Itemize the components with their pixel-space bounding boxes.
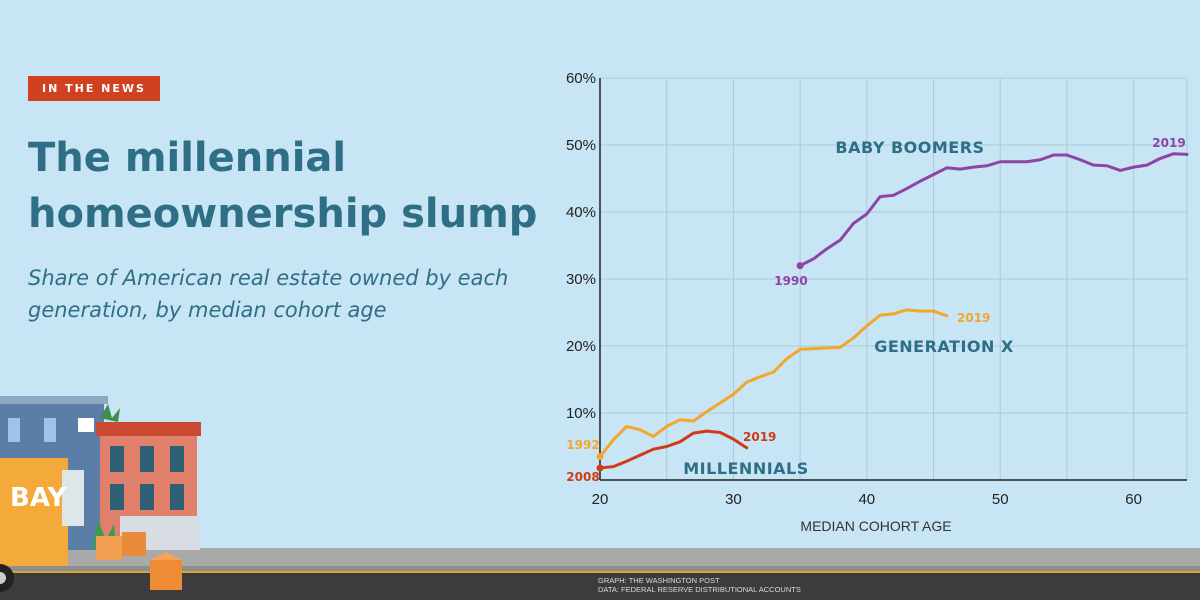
graph-credit: GRAPH: THE WASHINGTON POST [598, 576, 720, 585]
credits: GRAPH: THE WASHINGTON POST DATA: FEDERAL… [598, 576, 801, 594]
y-tick-label: 20% [566, 338, 596, 355]
chart-subtitle: Share of American real estate owned by e… [28, 266, 509, 322]
millennials-start-point [596, 464, 604, 472]
x-tick-label: 50 [992, 491, 1009, 508]
moving-box [96, 536, 122, 560]
millennials-start-label: 2008 [566, 470, 599, 484]
in-the-news-badge: IN THE NEWS [28, 76, 160, 101]
generation_x-end-label: 2019 [957, 311, 990, 325]
baby_boomers-name-label: BABY BOOMERS [835, 138, 984, 157]
x-tick-label: 20 [592, 491, 609, 508]
y-tick-label: 60% [566, 70, 596, 87]
y-tick-label: 40% [566, 204, 596, 221]
page-title: The millennial homeownership slump [28, 135, 538, 237]
millennials-line [598, 429, 749, 470]
millennials-end-label: 2019 [743, 430, 776, 444]
y-tick-label: 30% [566, 271, 596, 288]
moving-box-large [150, 560, 182, 590]
truck-sign: BAY [10, 483, 67, 513]
x-tick-label: 40 [858, 491, 875, 508]
x-axis-label: MEDIAN COHORT AGE [800, 518, 951, 534]
generation_x-start-point [596, 453, 604, 461]
x-tick-label: 30 [725, 491, 742, 508]
road [0, 571, 1200, 600]
generation_x-line [598, 308, 949, 459]
millennials-name-label: MILLENNIALS [683, 459, 809, 478]
plant-icon [100, 404, 120, 422]
generation_x-name-label: GENERATION X [874, 337, 1014, 356]
baby_boomers-end-label: 2019 [1152, 136, 1185, 150]
y-tick-label: 50% [566, 137, 596, 154]
baby_boomers-start-point [796, 262, 804, 270]
moving-truck [0, 458, 68, 566]
truck-wheel [0, 564, 14, 592]
y-tick-label: 10% [566, 405, 596, 422]
x-tick-label: 60 [1125, 491, 1142, 508]
sidewalk [0, 548, 1200, 570]
data-credit: DATA: FEDERAL RESERVE DISTRIBUTIONAL ACC… [598, 585, 801, 594]
baby_boomers-line [798, 152, 1189, 268]
generation_x-start-label: 1992 [566, 438, 599, 452]
baby_boomers-start-label: 1990 [774, 274, 807, 288]
